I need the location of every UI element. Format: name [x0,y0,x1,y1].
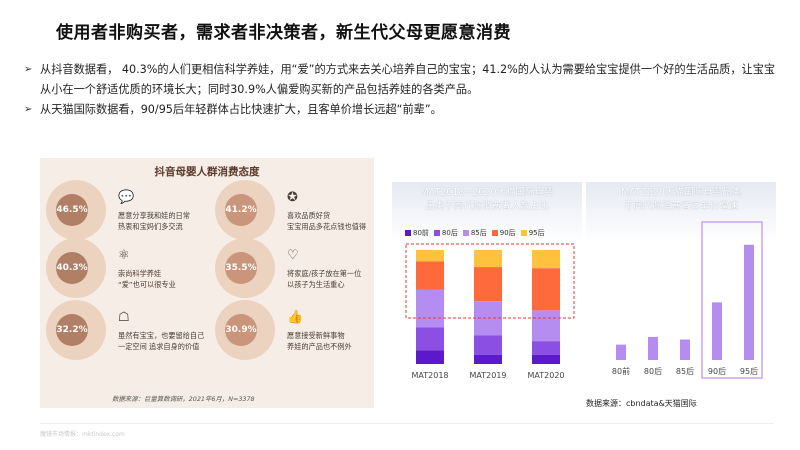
star-badge-icon: ✪ [287,190,298,205]
panel-source: 数据来源：巨量算数调研，2021年6月，N=3378 [112,395,255,403]
panel-title: 抖音母婴人群消费态度 [154,166,260,178]
bar-segment [416,327,444,351]
attitude-text: 将家庭/孩子放在第一位 以孩子为生活重心 [287,269,362,289]
x-tick-label: 80后 [644,366,662,376]
bar-segment [532,268,560,311]
chart-title: MAT2018~2020天猫国际母婴 品类不同代际消费者人数占比 [420,187,554,212]
atom-icon: ⚛ [118,248,130,263]
stacked-bar-chart: MAT2018 MAT2019 MAT2020 [405,243,575,380]
bar-chart: 80前 80后 85后 90后 95后 [612,221,763,379]
attitude-text: 愿意接受新鲜事物 养娃的产品也不例外 [287,331,352,351]
legend-swatch [433,230,440,236]
x-tick-label: MAT2018 [412,371,449,380]
bullet-list: ➢ 从抖音数据看， 40.3%的人们更相信科学养娃，用“爱”的方式来去关心培养自… [24,60,784,120]
bar-segment [416,250,444,262]
page-title: 使用者非购买者，需求者非决策者，新生代父母更愿意消费 [56,23,511,43]
bar-segment [532,354,560,364]
pct-badge: 46.5% [56,194,88,226]
sofa-icon: ☖ [118,310,130,325]
legend-swatch [491,230,498,236]
bar-segment [474,267,502,302]
pct-badge: 41.2% [225,194,257,226]
attitude-text: 崇尚科学养娃 “爱”也可以很专业 [118,269,176,289]
chart-title: MAT2020天猫国际母婴品类 不同代际消费者客单价增速 [621,187,741,212]
legend-swatch [405,230,411,236]
bullet-item: ➢ 从抖音数据看， 40.3%的人们更相信科学养娃，用“爱”的方式来去关心培养自… [24,60,784,100]
bar-segment [474,335,502,355]
x-tick-label: MAT2019 [470,371,507,380]
x-tick-label: MAT2020 [528,371,565,380]
bar-segment [416,350,444,364]
pct-badge: 40.3% [56,252,88,284]
legend-label: 80后 [441,229,458,237]
x-tick-label: 80前 [612,366,630,376]
bar-segment [416,261,444,290]
arrow-icon: ➢ [24,64,33,75]
attitude-text: 虽然有宝宝，也要留给自己 一定空间 追求自身的价值 [118,331,205,351]
highlight-box [701,221,763,379]
arrow-icon: ➢ [24,104,33,115]
footer-text: 魔镜市场情报：mktindex.com [40,431,125,438]
chart-header-shade [586,182,776,242]
x-tick-label: 85后 [676,366,694,376]
bullet-text: 从天猫国际数据看，90/95后年轻群体占比快速扩大，且客单价增长远超“前辈”。 [40,103,442,116]
attitude-text: 愿意分享我和娃的日常 热衷和宝妈们多交流 [118,211,190,231]
bar-segment [532,341,560,355]
bar [680,339,690,360]
bar [648,336,658,360]
footer-divider [40,423,774,424]
heart-hands-icon: ♡ [287,248,299,263]
bar-segment [532,310,560,342]
pct-badge: 30.9% [225,314,257,346]
legend-swatch [462,230,469,236]
bar [744,244,754,360]
generation-share-chart: MAT2018~2020天猫国际母婴 品类不同代际消费者人数占比 80前 80后 85… [392,182,582,390]
legend-label: 85后 [470,229,487,237]
attitude-text: 喜欢品质好货 宝宝用品多花点钱也值得 [287,211,367,231]
bar-segment [474,354,502,364]
legend-label: 80前 [413,229,429,237]
chart-header-shade [392,182,582,242]
chat-icon: 💬 [118,190,135,205]
douyin-attitude-panel: 抖音母婴人群消费态度 46.5% 💬 愿意分享我和娃的日常 热衷和宝妈们多交流 41.2… [40,158,374,408]
bullet-item: ➢ 从天猫国际数据看，90/95后年轻群体占比快速扩大，且客单价增长远超“前辈”… [24,100,784,120]
thumb-icon: 👍 [287,310,304,325]
x-tick-label: 95后 [740,366,758,376]
bar-segment [416,289,444,328]
pct-badge: 32.2% [56,314,88,346]
x-tick-label: 90后 [708,366,726,376]
legend-label: 95后 [528,229,545,237]
chart-source: 数据来源：cbndata&天猫国际 [586,399,697,408]
bar-segment [532,250,560,269]
bar [616,344,626,360]
highlight-box [405,243,575,319]
bar [712,302,722,360]
legend-swatch [520,230,527,236]
pct-badge: 35.5% [225,252,257,284]
chart-legend: 80前 80后 85后 90后 95后 [400,228,545,238]
legend-label: 90后 [499,229,516,237]
price-growth-chart: MAT2020天猫国际母婴品类 不同代际消费者客单价增速 80前 80后 85后 90后… [586,182,776,390]
bullet-text: 从抖音数据看， 40.3%的人们更相信科学养娃，用“爱”的方式来去关心培养自己的… [40,63,776,96]
bar-segment [474,250,502,268]
title-bar: 使用者非购买者，需求者非决策者，新生代父母更愿意消费 [0,14,800,46]
